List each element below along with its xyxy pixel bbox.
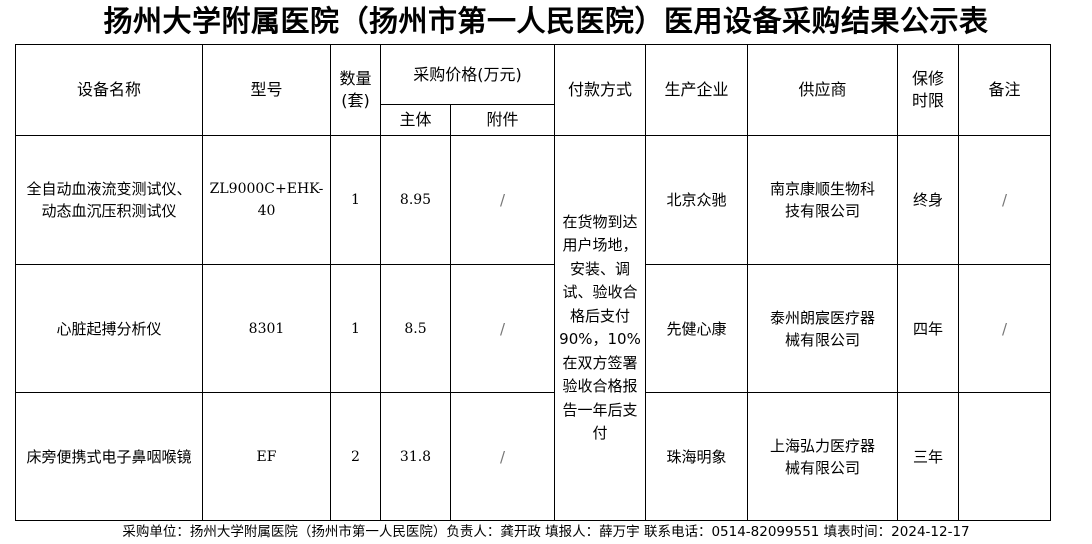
cell-qty: 1 — [330, 264, 381, 393]
cell-accessory: / — [450, 135, 555, 265]
cell-manufacturer: 先健心康 — [645, 264, 748, 393]
cell-name: 心脏起搏分析仪 — [15, 264, 203, 393]
cell-qty: 2 — [330, 392, 381, 521]
cell-name: 床旁便携式电子鼻咽喉镜 — [15, 392, 203, 521]
page-title: 扬州大学附属医院（扬州市第一人民医院）医用设备采购结果公示表 — [103, 4, 989, 38]
table-row: 全自动血液流变测试仪、动态血沉压积测试仪 ZL9000C+EHK-40 1 8.… — [15, 135, 1051, 521]
cell-supplier: 上海弘力医疗器械有限公司 — [747, 392, 898, 521]
header-price: 采购价格(万元) — [380, 44, 555, 105]
cell-name: 全自动血液流变测试仪、动态血沉压积测试仪 — [15, 135, 203, 265]
header-name: 设备名称 — [15, 44, 203, 136]
cell-supplier: 南京康顺生物科技有限公司 — [747, 135, 898, 265]
cell-accessory: / — [450, 264, 555, 393]
cell-model: ZL9000C+EHK-40 — [202, 135, 331, 265]
cell-manufacturer: 北京众驰 — [645, 135, 748, 265]
table-row: 床旁便携式电子鼻咽喉镜 EF 2 31.8 / 珠海明象 上海弘力医疗器械有限公… — [15, 392, 1051, 521]
cell-remark — [958, 392, 1051, 521]
header-model: 型号 — [202, 44, 331, 136]
header-accessory: 附件 — [450, 104, 555, 136]
cell-supplier: 泰州朗宸医疗器械有限公司 — [747, 264, 898, 393]
cell-warranty: 三年 — [897, 392, 959, 521]
footer-info: 采购单位：扬州大学附属医院（扬州市第一人民医院）负责人：龚开政 填报人：薛万宇 … — [122, 524, 970, 540]
cell-main-price: 8.5 — [380, 264, 451, 393]
header-warranty: 保修时限 — [897, 44, 959, 136]
cell-model: 8301 — [202, 264, 331, 393]
header-remark: 备注 — [958, 44, 1051, 136]
cell-model: EF — [202, 392, 331, 521]
cell-main-price: 31.8 — [380, 392, 451, 521]
cell-main-price: 8.95 — [380, 135, 451, 265]
cell-manufacturer: 珠海明象 — [645, 392, 748, 521]
cell-qty: 1 — [330, 135, 381, 265]
cell-remark: / — [958, 264, 1051, 393]
table-row: 心脏起搏分析仪 8301 1 8.5 / 先健心康 泰州朗宸医疗器械有限公司 四… — [15, 264, 1051, 393]
procurement-table: 设备名称 型号 数量(套) 采购价格(万元) 付款方式 生产企业 供应商 保修时… — [15, 44, 1051, 521]
cell-remark: / — [958, 135, 1051, 265]
header-qty: 数量(套) — [330, 44, 381, 136]
cell-warranty: 四年 — [897, 264, 959, 393]
cell-payment-terms: 在货物到达用户场地，安装、调试、验收合格后支付90%，10%在双方签署验收合格报… — [554, 135, 646, 521]
header-main: 主体 — [380, 104, 451, 136]
header-payment: 付款方式 — [554, 44, 646, 136]
cell-accessory: / — [450, 392, 555, 521]
header-manufacturer: 生产企业 — [645, 44, 748, 136]
header-supplier: 供应商 — [747, 44, 898, 136]
cell-warranty: 终身 — [897, 135, 959, 265]
